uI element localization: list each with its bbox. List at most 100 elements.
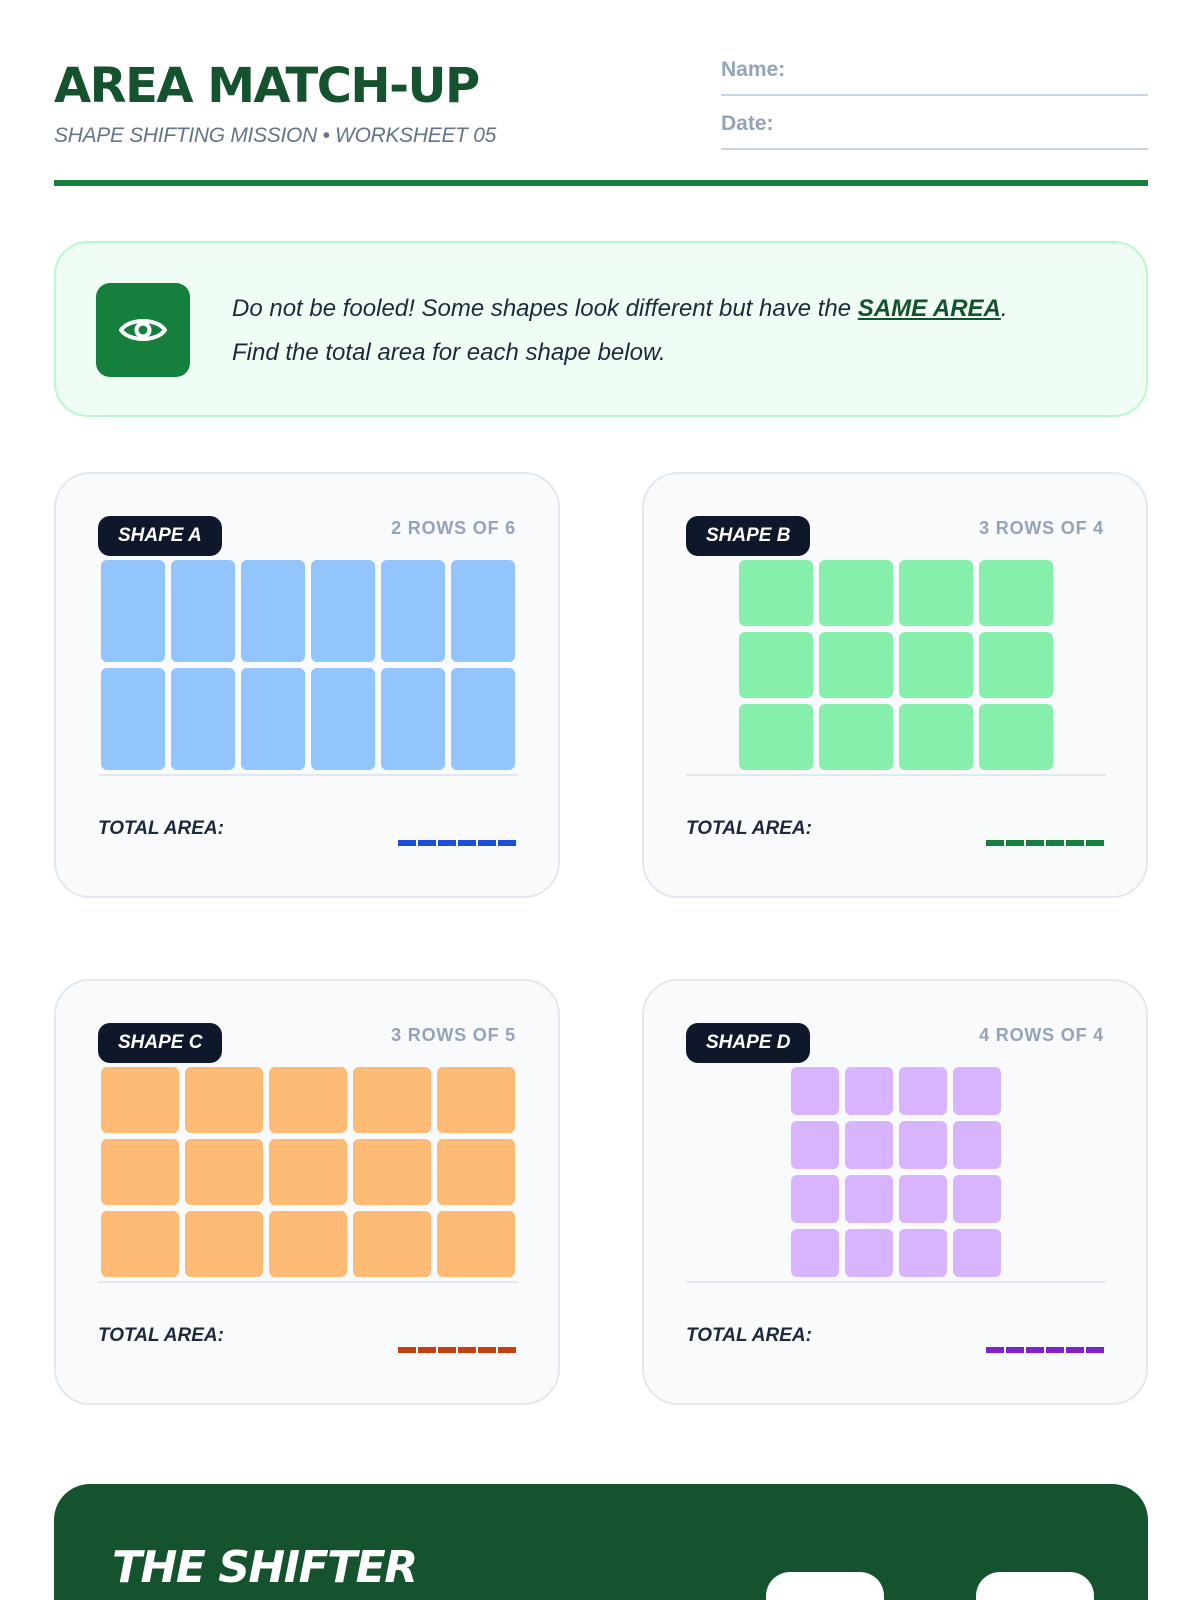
grid-cell bbox=[437, 1139, 515, 1205]
grid-cell bbox=[353, 1139, 431, 1205]
shape-badge: SHAPE C bbox=[98, 1023, 223, 1063]
grid-cells bbox=[791, 1067, 1001, 1281]
grid-cell bbox=[739, 560, 813, 626]
grid-cell bbox=[185, 1067, 263, 1133]
page-title: AREA MATCH-UP bbox=[54, 58, 480, 114]
shifter-answer-box-2[interactable] bbox=[976, 1572, 1094, 1600]
grid-cell bbox=[899, 560, 973, 626]
area-grid bbox=[686, 560, 1106, 776]
grid-cell bbox=[845, 1121, 893, 1169]
grid-cell bbox=[353, 1067, 431, 1133]
instruction-text: Do not be fooled! Some shapes look diffe… bbox=[232, 287, 1112, 375]
grid-cell bbox=[899, 1175, 947, 1223]
grid-cell bbox=[171, 668, 235, 770]
grid-cell bbox=[953, 1229, 1001, 1277]
answer-blank[interactable] bbox=[984, 1347, 1104, 1353]
grid-cell bbox=[381, 560, 445, 662]
shape-badge: SHAPE B bbox=[686, 516, 811, 556]
grid-cells bbox=[101, 560, 515, 774]
grid-cell bbox=[791, 1229, 839, 1277]
header-divider bbox=[54, 180, 1148, 186]
shifter-answer-box-1[interactable] bbox=[766, 1572, 884, 1600]
grid-cell bbox=[437, 1067, 515, 1133]
grid-cell bbox=[899, 632, 973, 698]
instruction-line-2: Find the total area for each shape below… bbox=[232, 339, 666, 366]
total-area-label: TOTAL AREA: bbox=[686, 818, 812, 839]
shape-card-c: SHAPE C 3 ROWS OF 5 TOTAL AREA: bbox=[54, 979, 560, 1405]
eye-icon bbox=[96, 283, 190, 377]
grid-cell bbox=[437, 1211, 515, 1277]
grid-cell bbox=[819, 560, 893, 626]
grid-cell bbox=[241, 560, 305, 662]
shifter-title: THE SHIFTER bbox=[112, 1542, 418, 1593]
grid-cell bbox=[101, 1139, 179, 1205]
shape-badge: SHAPE D bbox=[686, 1023, 811, 1063]
grid-cell bbox=[845, 1229, 893, 1277]
shifter-panel: THE SHIFTER bbox=[54, 1484, 1148, 1600]
shape-card-a: SHAPE A 2 ROWS OF 6 TOTAL AREA: bbox=[54, 472, 560, 898]
grid-cell bbox=[269, 1211, 347, 1277]
grid-cell bbox=[101, 1067, 179, 1133]
area-grid bbox=[98, 1067, 518, 1283]
grid-cell bbox=[899, 1229, 947, 1277]
grid-cell bbox=[791, 1121, 839, 1169]
grid-cell bbox=[451, 560, 515, 662]
grid-cell bbox=[171, 560, 235, 662]
date-field[interactable]: Date: bbox=[721, 110, 1148, 150]
grid-cell bbox=[845, 1175, 893, 1223]
grid-cell bbox=[311, 668, 375, 770]
grid-cell bbox=[269, 1139, 347, 1205]
rows-label: 3 ROWS OF 5 bbox=[391, 1025, 516, 1045]
area-grid bbox=[686, 1067, 1106, 1283]
same-area-emphasis: SAME AREA bbox=[857, 295, 1001, 322]
grid-cell bbox=[845, 1067, 893, 1115]
grid-cell bbox=[953, 1121, 1001, 1169]
name-field[interactable]: Name: bbox=[721, 56, 1148, 96]
grid-cell bbox=[451, 668, 515, 770]
grid-cell bbox=[979, 632, 1053, 698]
grid-cell bbox=[791, 1175, 839, 1223]
grid-cell bbox=[185, 1211, 263, 1277]
shape-card-b: SHAPE B 3 ROWS OF 4 TOTAL AREA: bbox=[642, 472, 1148, 898]
instruction-period: . bbox=[1000, 295, 1008, 322]
grid-cell bbox=[739, 632, 813, 698]
student-fields: Name: Date: bbox=[721, 56, 1148, 164]
grid-cell bbox=[979, 704, 1053, 770]
rows-label: 3 ROWS OF 4 bbox=[979, 518, 1104, 538]
grid-cell bbox=[899, 1067, 947, 1115]
grid-cell bbox=[899, 704, 973, 770]
grid-cell bbox=[739, 704, 813, 770]
grid-cell bbox=[269, 1067, 347, 1133]
date-label: Date: bbox=[721, 112, 774, 135]
grid-cells bbox=[739, 560, 1053, 774]
grid-cell bbox=[185, 1139, 263, 1205]
grid-cell bbox=[819, 704, 893, 770]
answer-blank[interactable] bbox=[396, 1347, 516, 1353]
rows-label: 2 ROWS OF 6 bbox=[391, 518, 516, 538]
grid-cell bbox=[101, 668, 165, 770]
shape-card-d: SHAPE D 4 ROWS OF 4 TOTAL AREA: bbox=[642, 979, 1148, 1405]
page-subtitle: SHAPE SHIFTING MISSION • WORKSHEET 05 bbox=[54, 124, 496, 147]
grid-cell bbox=[241, 668, 305, 770]
grid-cell bbox=[311, 560, 375, 662]
grid-cell bbox=[819, 632, 893, 698]
grid-cell bbox=[979, 560, 1053, 626]
answer-blank[interactable] bbox=[984, 840, 1104, 846]
grid-cell bbox=[953, 1175, 1001, 1223]
name-label: Name: bbox=[721, 58, 786, 81]
answer-blank[interactable] bbox=[396, 840, 516, 846]
area-grid bbox=[98, 560, 518, 776]
instruction-callout: Do not be fooled! Some shapes look diffe… bbox=[54, 241, 1148, 417]
total-area-label: TOTAL AREA: bbox=[686, 1325, 812, 1346]
grid-cell bbox=[791, 1067, 839, 1115]
grid-cell bbox=[899, 1121, 947, 1169]
rows-label: 4 ROWS OF 4 bbox=[979, 1025, 1104, 1045]
total-area-label: TOTAL AREA: bbox=[98, 818, 224, 839]
instruction-part-1: Do not be fooled! Some shapes look diffe… bbox=[232, 295, 858, 322]
grid-cell bbox=[101, 1211, 179, 1277]
grid-cell bbox=[953, 1067, 1001, 1115]
worksheet-header: AREA MATCH-UP SHAPE SHIFTING MISSION • W… bbox=[54, 0, 1148, 190]
grid-cell bbox=[101, 560, 165, 662]
grid-cells bbox=[101, 1067, 515, 1281]
shape-badge: SHAPE A bbox=[98, 516, 222, 556]
